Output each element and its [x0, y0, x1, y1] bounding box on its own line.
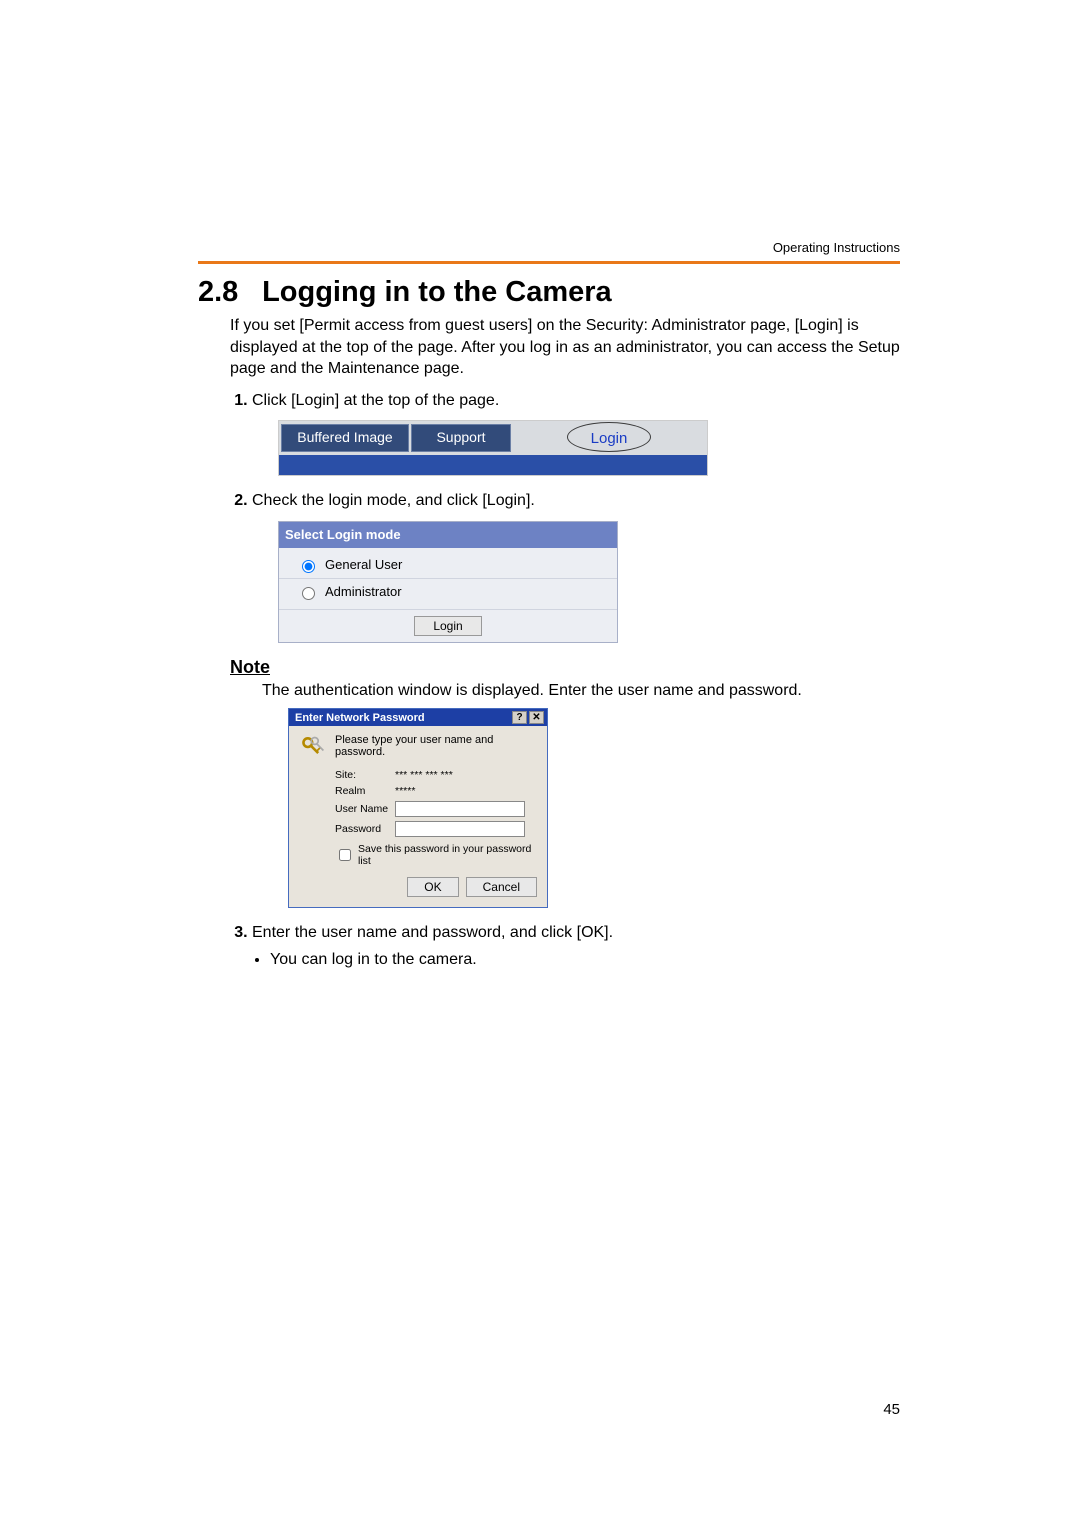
label-realm: Realm [335, 785, 389, 797]
radio-general-user-row[interactable]: General User [279, 552, 617, 579]
close-icon[interactable]: ✕ [529, 711, 544, 724]
step-3: Enter the user name and password, and cl… [252, 922, 900, 971]
step-3-bullet: You can log in to the camera. [270, 949, 900, 971]
keys-icon [299, 734, 327, 763]
login-button[interactable]: Login [414, 616, 481, 636]
step-3-text: Enter the user name and password, and cl… [252, 924, 613, 941]
step-2-text: Check the login mode, and click [Login]. [252, 492, 535, 509]
step-1: Click [Login] at the top of the page. Bu… [252, 390, 900, 476]
auth-dialog-title: Enter Network Password [295, 712, 425, 724]
radio-general-user[interactable] [302, 560, 315, 573]
label-password: Password [335, 823, 389, 835]
login-mode-panel: Select Login mode General User Administr… [278, 521, 618, 644]
login-mode-panel-footer: Login [279, 609, 617, 642]
tabbar-bluebar [279, 455, 707, 475]
page-number: 45 [883, 1401, 900, 1418]
label-username: User Name [335, 803, 389, 815]
radio-administrator-label: Administrator [325, 583, 402, 601]
note-text: The authentication window is displayed. … [262, 682, 900, 700]
tabbar-top: Buffered Image Support Login [279, 421, 707, 455]
section-heading: 2.8 Logging in to the Camera [198, 276, 900, 309]
username-field[interactable] [395, 801, 525, 817]
header-rule [198, 261, 900, 264]
label-site: Site: [335, 769, 389, 781]
save-password-checkbox[interactable] [339, 849, 351, 861]
tab-support[interactable]: Support [411, 424, 511, 452]
login-link-wrap: Login [511, 421, 707, 455]
login-oval-annotation [567, 422, 651, 452]
auth-dialog-prompt: Please type your user name and password. [335, 734, 537, 758]
value-site: *** *** *** *** [395, 769, 537, 781]
value-realm: ***** [395, 785, 537, 797]
auth-dialog-titlebar: Enter Network Password ? ✕ [289, 709, 547, 726]
login-mode-panel-header: Select Login mode [279, 522, 617, 548]
note-heading: Note [230, 657, 900, 678]
tab-buffered-image[interactable]: Buffered Image [281, 424, 409, 452]
ok-button[interactable]: OK [407, 877, 458, 897]
step-1-text: Click [Login] at the top of the page. [252, 392, 499, 409]
save-password-row[interactable]: Save this password in your password list [335, 843, 537, 867]
doc-header: Operating Instructions [198, 240, 900, 255]
radio-administrator-row[interactable]: Administrator [279, 579, 617, 605]
login-mode-panel-body: General User Administrator [279, 548, 617, 609]
figure-tabbar: Buffered Image Support Login [278, 420, 708, 476]
save-password-label: Save this password in your password list [358, 843, 537, 867]
section-title-text: Logging in to the Camera [262, 276, 612, 308]
radio-general-user-label: General User [325, 556, 402, 574]
auth-dialog: Enter Network Password ? ✕ [288, 708, 548, 908]
password-field[interactable] [395, 821, 525, 837]
help-icon[interactable]: ? [512, 711, 527, 724]
step-2: Check the login mode, and click [Login].… [252, 490, 900, 643]
radio-administrator[interactable] [302, 587, 315, 600]
section-number: 2.8 [198, 276, 254, 309]
cancel-button[interactable]: Cancel [466, 877, 537, 897]
section-intro: If you set [Permit access from guest use… [230, 315, 900, 380]
